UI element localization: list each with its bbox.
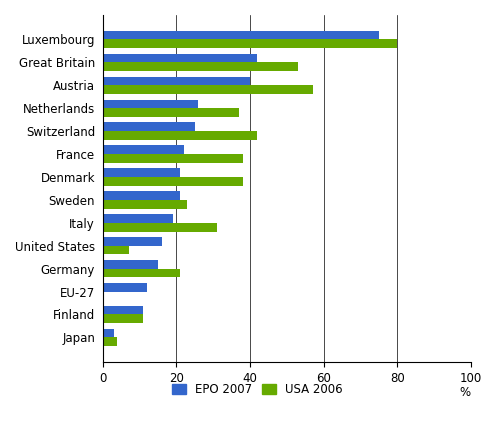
Bar <box>103 122 195 131</box>
Bar <box>103 39 397 48</box>
Bar <box>103 337 117 346</box>
Bar <box>103 315 143 323</box>
Bar <box>103 85 313 94</box>
Bar <box>103 168 180 177</box>
Bar <box>103 200 187 209</box>
Bar <box>103 191 180 200</box>
Bar <box>103 108 239 117</box>
Bar <box>103 154 243 163</box>
Bar <box>103 237 162 246</box>
Bar <box>103 214 172 223</box>
Bar <box>103 145 184 154</box>
Bar <box>103 63 298 71</box>
Bar <box>103 260 158 269</box>
Bar <box>103 283 147 291</box>
Bar <box>103 31 379 39</box>
Bar <box>103 54 257 63</box>
Bar <box>103 131 257 140</box>
Text: %: % <box>460 386 471 399</box>
Bar <box>103 269 180 277</box>
Bar <box>103 246 129 254</box>
Bar <box>103 306 143 315</box>
Bar <box>103 76 250 85</box>
Bar <box>103 177 243 186</box>
Bar <box>103 329 114 337</box>
Bar <box>103 100 198 108</box>
Legend: EPO 2007, USA 2006: EPO 2007, USA 2006 <box>167 379 348 401</box>
Bar <box>103 223 217 232</box>
